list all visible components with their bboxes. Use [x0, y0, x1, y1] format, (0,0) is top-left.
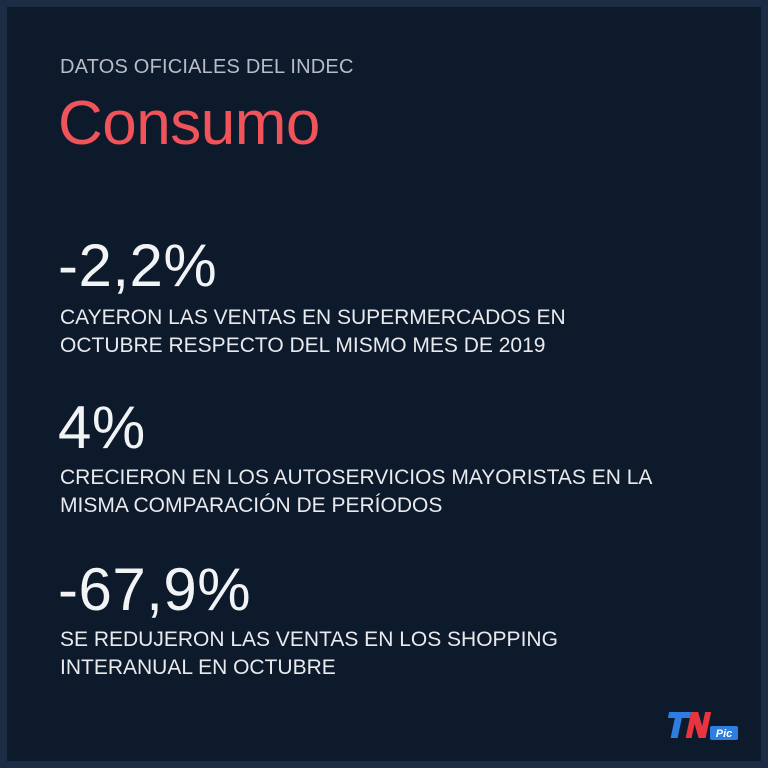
logo-pic-text: Pic	[716, 728, 733, 740]
page-title: Consumo	[58, 89, 320, 158]
stat-value-shopping: -67,9%	[58, 556, 252, 623]
stat-value-supermarkets: -2,2%	[58, 232, 218, 299]
tn-pic-logo: Pic	[667, 712, 738, 740]
logo-n-right	[699, 712, 712, 738]
description-line: OCTUBRE RESPECTO DEL MISMO MES DE 2019	[60, 334, 546, 357]
logo-pic-badge	[710, 726, 738, 740]
infographic-card	[7, 7, 761, 761]
logo-t-stem	[670, 712, 684, 738]
description-line: INTERANUAL EN OCTUBRE	[60, 656, 336, 679]
source-kicker: DATOS OFICIALES DEL INDEC	[60, 56, 354, 78]
stat-description-supermarkets: CAYERON LAS VENTAS EN SUPERMERCADOS EN O…	[60, 304, 720, 360]
description-line: CAYERON LAS VENTAS EN SUPERMERCADOS EN	[60, 306, 566, 329]
description-line: CRECIERON EN LOS AUTOSERVICIOS MAYORISTA…	[60, 466, 653, 489]
stat-description-shopping: SE REDUJERON LAS VENTAS EN LOS SHOPPING …	[60, 626, 720, 682]
description-line: MISMA COMPARACIÓN DE PERÍODOS	[60, 494, 443, 517]
stat-description-wholesale: CRECIERON EN LOS AUTOSERVICIOS MAYORISTA…	[60, 464, 720, 520]
description-line: SE REDUJERON LAS VENTAS EN LOS SHOPPING	[60, 628, 558, 651]
stat-value-wholesale: 4%	[58, 394, 146, 461]
